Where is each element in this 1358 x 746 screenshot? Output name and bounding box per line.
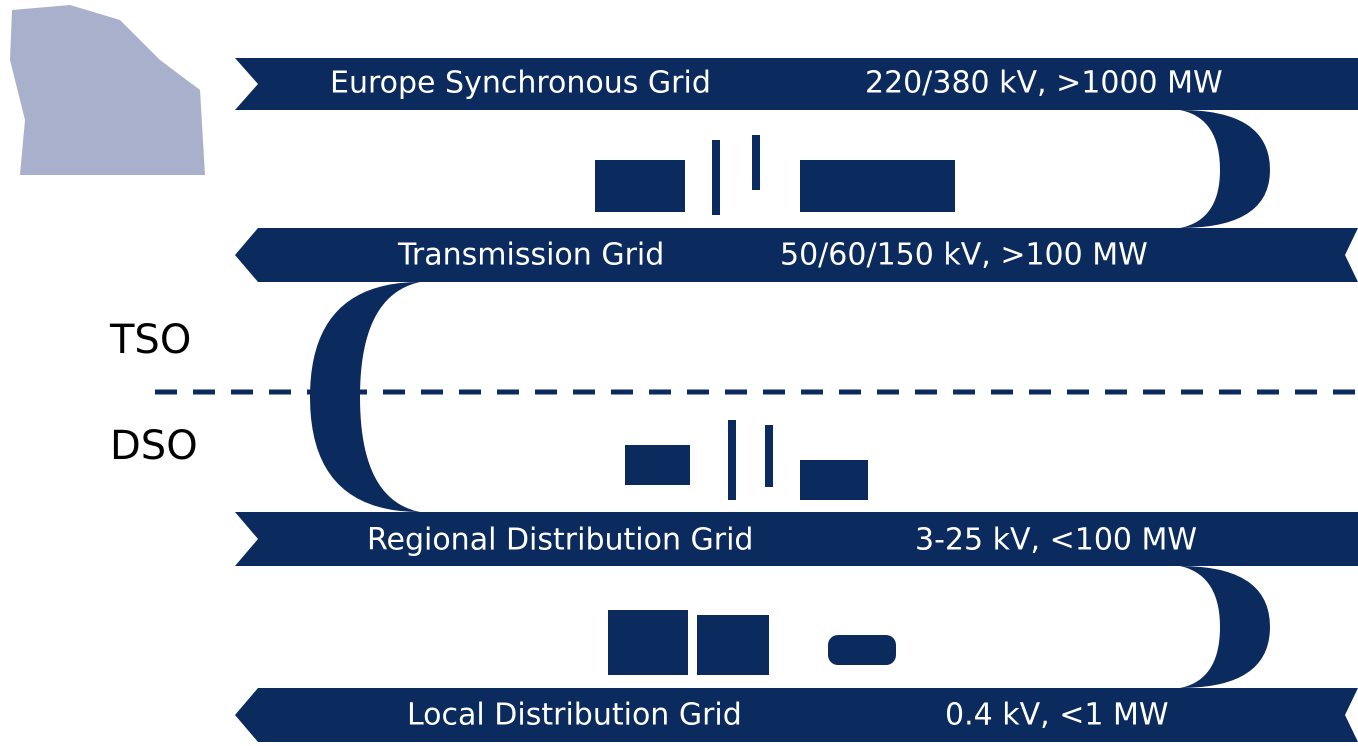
europe-map xyxy=(10,5,205,175)
connector xyxy=(1180,566,1270,688)
solar-panel-icon xyxy=(625,445,690,485)
factory-icon xyxy=(800,160,955,212)
band-shape xyxy=(235,58,1358,110)
wind-turbine-icon xyxy=(712,140,720,215)
wind-turbine-icon xyxy=(752,135,760,190)
icons xyxy=(595,135,955,675)
band-shape xyxy=(235,228,1358,282)
power-plant-icon xyxy=(595,160,685,212)
electric-car-icon xyxy=(828,635,896,665)
wind-turbine-icon xyxy=(765,425,773,487)
operator-label: TSO xyxy=(109,317,191,363)
band-spec: 50/60/150 kV, >100 MW xyxy=(780,238,1148,273)
band-shape xyxy=(235,688,1358,742)
buildings-icon xyxy=(608,610,688,675)
factory-icon xyxy=(800,460,868,500)
band-spec: 0.4 kV, <1 MW xyxy=(945,698,1169,733)
band-spec: 3-25 kV, <100 MW xyxy=(915,523,1197,558)
band-name: Transmission Grid xyxy=(397,238,664,273)
building-icon xyxy=(697,615,769,675)
operator-label: DSO xyxy=(110,423,198,469)
connector xyxy=(1180,110,1270,228)
connector xyxy=(310,282,420,512)
band-name: Regional Distribution Grid xyxy=(367,523,753,558)
band-name: Local Distribution Grid xyxy=(407,698,742,733)
wind-turbine-icon xyxy=(728,420,736,500)
bands xyxy=(235,58,1358,742)
band-shape xyxy=(235,512,1358,566)
band-spec: 220/380 kV, >1000 MW xyxy=(865,66,1223,101)
band-name: Europe Synchronous Grid xyxy=(330,66,711,101)
